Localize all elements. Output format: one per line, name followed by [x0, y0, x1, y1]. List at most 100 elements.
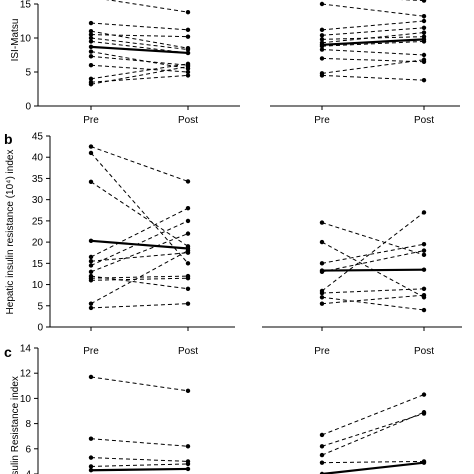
y-tick-label: 15	[32, 259, 44, 270]
individual-line	[90, 152, 189, 264]
mean-point-post	[421, 267, 427, 272]
x-category-label: Pre	[314, 346, 330, 357]
individual-line	[321, 3, 425, 17]
y-tick-label: 4	[25, 470, 31, 474]
y-tick-label: 40	[32, 153, 44, 164]
data-point-pre	[88, 278, 94, 283]
mean-point-post	[185, 246, 191, 251]
data-point-post	[421, 286, 427, 291]
data-point-post	[421, 292, 427, 298]
data-point-pre	[88, 269, 94, 275]
data-point-pre	[319, 432, 325, 438]
y-tick-label: 25	[32, 216, 44, 227]
mean-line	[321, 38, 425, 46]
individual-line	[321, 394, 425, 436]
individual-line	[90, 146, 189, 182]
data-point-pre	[88, 254, 94, 260]
data-point-post	[185, 73, 191, 78]
mean-line	[321, 268, 425, 272]
data-point-post	[185, 461, 191, 467]
mean-point-pre	[319, 268, 325, 273]
y-tick-label: 20	[32, 238, 44, 249]
individual-line	[321, 222, 425, 256]
panel-3: 4 6 8 10 12 14 Insulin Resistance index c	[4, 344, 427, 474]
data-point-pre	[88, 455, 94, 460]
mean-line	[90, 45, 189, 55]
mean-point-post	[185, 466, 191, 472]
y-tick-label: 10	[20, 394, 32, 405]
data-point-pre	[319, 301, 325, 306]
mean-point-pre	[88, 44, 94, 50]
data-point-post	[185, 444, 191, 449]
individual-line	[90, 22, 189, 31]
individual-line	[90, 37, 189, 51]
data-point-post	[185, 47, 191, 52]
individual-line	[321, 411, 425, 456]
y-tick-label: 35	[32, 174, 44, 185]
individual-line	[321, 59, 425, 74]
mean-point-pre	[88, 238, 94, 244]
data-point-pre	[88, 62, 94, 68]
data-point-pre	[88, 263, 94, 268]
data-point-pre	[319, 239, 325, 245]
data-point-pre	[319, 27, 325, 33]
y-axis-label: Insulin Resistance index	[10, 376, 21, 474]
mean-point-pre	[319, 42, 325, 47]
individual-line	[321, 32, 425, 44]
individual-line	[321, 288, 425, 294]
y-tick-label: 5	[37, 301, 43, 312]
y-tick-label: 15	[20, 0, 32, 11]
x-category-label: Post	[178, 115, 198, 126]
data-point-post	[185, 9, 191, 15]
y-tick-label: 0	[37, 323, 43, 334]
data-point-pre	[88, 54, 94, 59]
data-point-post	[185, 218, 191, 224]
individual-line	[90, 30, 189, 49]
individual-line	[321, 57, 425, 63]
mean-point-post	[421, 37, 427, 42]
mean-point-pre	[88, 468, 94, 473]
data-point-pre	[88, 150, 94, 156]
individual-line	[90, 376, 189, 392]
individual-line	[321, 212, 425, 292]
individual-line	[90, 463, 189, 467]
individual-line	[321, 49, 425, 56]
individual-line	[90, 64, 189, 73]
data-point-pre	[88, 144, 94, 149]
mean-line	[90, 467, 189, 472]
data-point-post	[185, 231, 191, 236]
data-point-post	[185, 179, 191, 184]
data-point-pre	[319, 460, 325, 465]
y-tick-label: 10	[32, 280, 44, 291]
individual-line	[90, 55, 189, 66]
data-point-post	[421, 307, 427, 313]
mean-point-pre	[319, 471, 325, 474]
data-point-post	[421, 392, 427, 397]
individual-line	[321, 413, 425, 447]
y-tick-label: 6	[25, 444, 31, 455]
data-point-pre	[88, 305, 94, 311]
y-tick-label: 45	[32, 132, 44, 143]
individual-line	[90, 457, 189, 462]
data-point-post	[185, 205, 191, 211]
data-point-pre	[88, 436, 94, 441]
data-point-post	[421, 242, 427, 247]
data-point-post	[421, 18, 427, 24]
data-point-pre	[319, 33, 325, 38]
y-tick-label: 14	[20, 344, 32, 355]
y-axis-label: ISI-Matsu	[10, 19, 21, 62]
individual-line	[321, 243, 425, 264]
data-point-post	[421, 248, 427, 253]
data-point-pre	[88, 20, 94, 26]
individual-line	[321, 27, 425, 36]
individual-line	[90, 207, 189, 258]
individual-line	[321, 74, 425, 81]
data-point-pre	[88, 29, 94, 34]
data-point-pre	[88, 301, 94, 306]
x-category-label: Post	[414, 346, 434, 357]
data-point-post	[185, 301, 191, 306]
data-point-post	[185, 69, 191, 75]
panel-label: c	[4, 344, 12, 360]
individual-line	[90, 277, 189, 281]
data-point-pre	[88, 76, 94, 82]
